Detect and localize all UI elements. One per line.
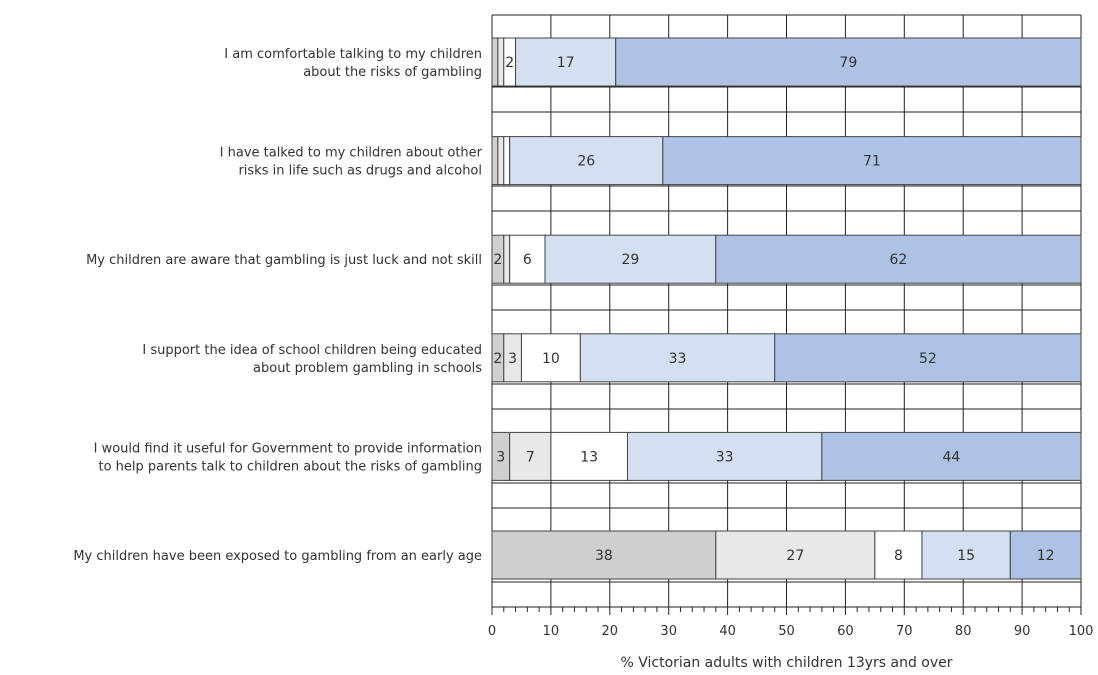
data-label-1-3: 26 [577, 154, 595, 170]
x-tick-label-40: 40 [719, 624, 736, 639]
data-label-4-1: 7 [526, 449, 535, 465]
data-label-3-4: 52 [919, 351, 937, 367]
bar-segment-1-4 [662, 136, 1082, 186]
category-label-1-line-0: I have talked to my children about other [220, 146, 483, 161]
data-label-3-1: 3 [508, 351, 517, 367]
bar-segment-0-3 [515, 37, 617, 87]
data-label-2-0: 2 [493, 252, 502, 268]
category-label-0-line-0: I am comfortable talking to my children [224, 47, 482, 62]
x-tick-label-0: 0 [488, 624, 496, 639]
data-label-5-2: 8 [894, 548, 903, 564]
bar-segment-0-1 [497, 37, 505, 87]
data-label-0-4: 79 [839, 55, 857, 71]
data-label-2-2: 6 [523, 252, 532, 268]
bar-segment-0-4 [615, 37, 1082, 87]
bar-segment-2-1 [503, 234, 511, 284]
bar-segment-4-4 [821, 431, 1082, 481]
category-label-3-line-1: about problem gambling in schools [253, 361, 482, 376]
x-tick-label-20: 20 [602, 624, 619, 639]
category-label-4-line-0: I would find it useful for Government to… [94, 441, 482, 456]
data-label-5-3: 15 [957, 548, 975, 564]
bar-segment-4-1 [509, 431, 552, 481]
bar-segment-3-4 [774, 333, 1082, 383]
x-tick-label-50: 50 [778, 624, 795, 639]
x-tick-label-30: 30 [660, 624, 677, 639]
x-tick-label-60: 60 [837, 624, 854, 639]
bar-segment-2-4 [715, 234, 1082, 284]
bar-segment-4-3 [626, 431, 823, 481]
data-label-4-4: 44 [943, 449, 961, 465]
data-label-0-2: 2 [505, 55, 514, 71]
data-label-1-4: 71 [863, 154, 881, 170]
bar-segment-4-2 [550, 431, 628, 481]
x-tick-label-80: 80 [955, 624, 972, 639]
bar-segment-5-0 [491, 530, 717, 580]
category-label-4-line-1: to help parents talk to children about t… [98, 459, 482, 474]
bar-segment-1-1 [497, 136, 505, 186]
category-label-5-line-0: My children have been exposed to gamblin… [73, 549, 482, 564]
data-label-5-1: 27 [786, 548, 804, 564]
category-label-2-line-0: My children are aware that gambling is j… [86, 253, 482, 268]
data-label-4-3: 33 [716, 449, 734, 465]
category-label-0-line-1: about the risks of gambling [303, 65, 482, 80]
data-label-2-4: 62 [889, 252, 907, 268]
data-label-4-0: 3 [496, 449, 505, 465]
bar-segment-3-2 [520, 333, 581, 383]
bar-segment-2-2 [509, 234, 546, 284]
data-label-5-4: 12 [1037, 548, 1055, 564]
bar-segment-5-2 [874, 530, 923, 580]
x-tick-label-100: 100 [1069, 624, 1094, 639]
x-tick-label-90: 90 [1014, 624, 1031, 639]
bar-segment-1-2 [503, 136, 511, 186]
bar-segment-2-3 [544, 234, 717, 284]
bar-segment-5-1 [715, 530, 876, 580]
bar-segment-0-0 [491, 37, 499, 87]
category-label-3-line-0: I support the idea of school children be… [142, 343, 482, 358]
category-label-1-line-1: risks in life such as drugs and alcohol [238, 164, 482, 179]
x-tick-label-10: 10 [543, 624, 560, 639]
data-label-3-2: 10 [542, 351, 560, 367]
data-label-3-3: 33 [669, 351, 687, 367]
data-label-2-3: 29 [622, 252, 640, 268]
bar-segment-5-3 [921, 530, 1011, 580]
data-label-4-2: 13 [580, 449, 598, 465]
bar-segment-5-4 [1009, 530, 1082, 580]
bar-segment-1-0 [491, 136, 499, 186]
data-label-3-0: 2 [493, 351, 502, 367]
x-axis-title: % Victorian adults with children 13yrs a… [620, 655, 952, 671]
data-label-0-3: 17 [557, 55, 575, 71]
x-tick-label-70: 70 [896, 624, 913, 639]
data-label-5-0: 38 [595, 548, 613, 564]
